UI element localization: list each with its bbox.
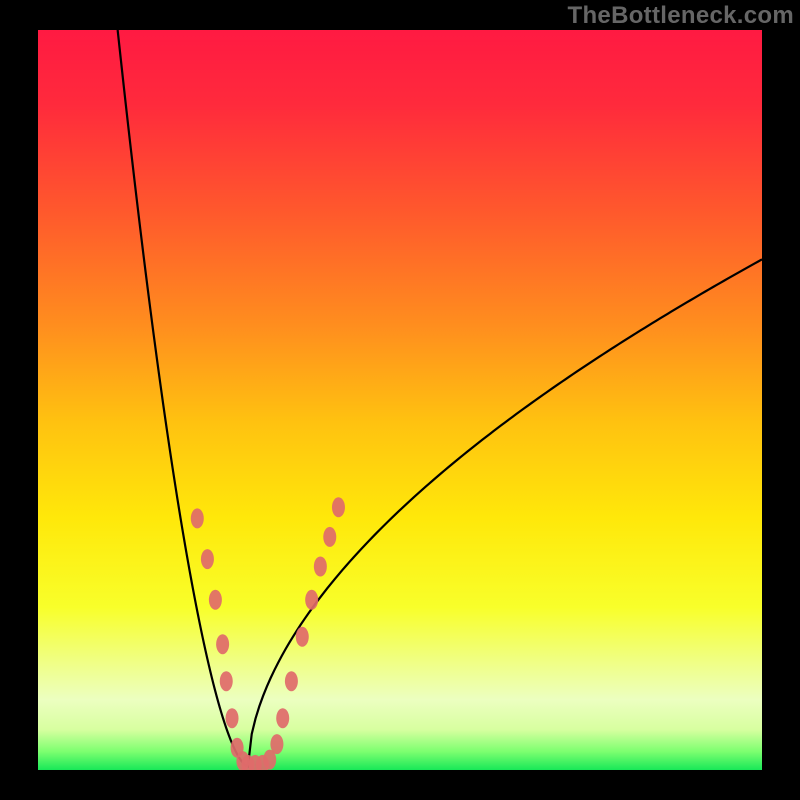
curve-marker — [191, 508, 204, 528]
curve-marker — [220, 671, 233, 691]
watermark-text: TheBottleneck.com — [568, 2, 794, 29]
curve-marker — [332, 497, 345, 517]
curve-marker — [216, 634, 229, 654]
curve-marker — [285, 671, 298, 691]
curve-marker — [270, 734, 283, 754]
watermark: TheBottleneck.com — [568, 2, 794, 30]
curve-marker — [226, 708, 239, 728]
chart-svg — [0, 0, 800, 800]
curve-marker — [314, 557, 327, 577]
curve-marker — [323, 527, 336, 547]
curve-marker — [209, 590, 222, 610]
plot-background — [38, 30, 762, 770]
stage: TheBottleneck.com — [0, 0, 800, 800]
curve-marker — [276, 708, 289, 728]
curve-marker — [296, 627, 309, 647]
curve-marker — [305, 590, 318, 610]
curve-marker — [201, 549, 214, 569]
